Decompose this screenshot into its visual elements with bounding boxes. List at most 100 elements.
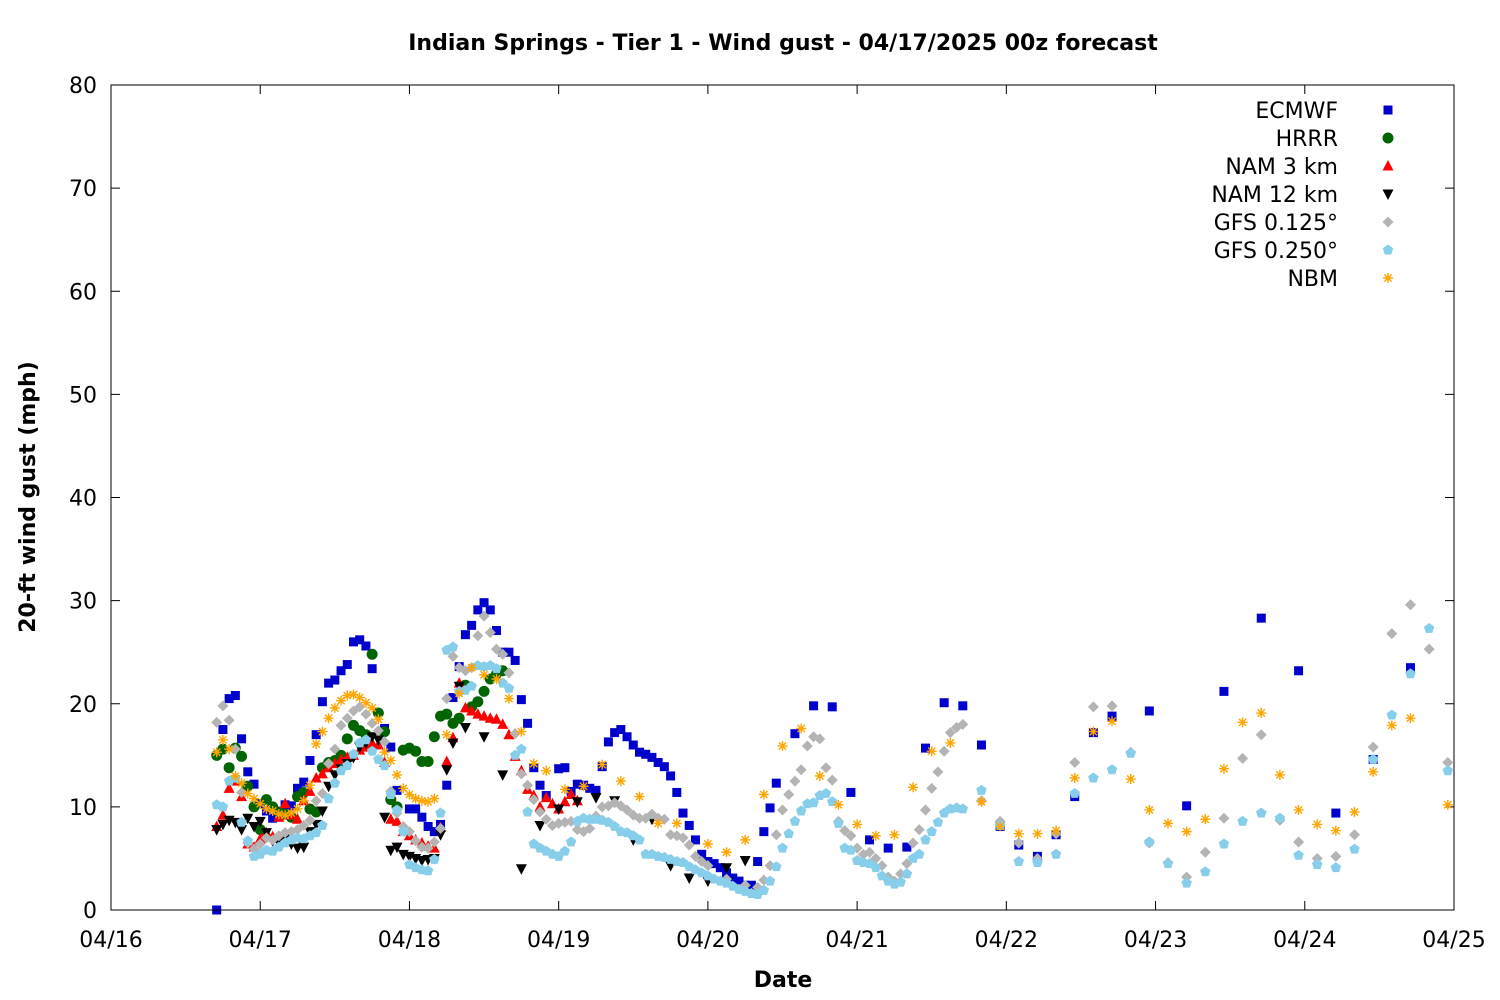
data-point (1237, 717, 1248, 728)
data-point (391, 804, 403, 815)
data-point (429, 827, 439, 837)
data-point (728, 873, 738, 883)
y-tick-label: 10 (69, 796, 97, 821)
data-point (478, 732, 490, 743)
data-point (1087, 701, 1099, 713)
data-point (316, 767, 328, 779)
data-point (522, 779, 534, 791)
data-point (267, 806, 278, 816)
data-point (1293, 804, 1304, 815)
data-point (1107, 711, 1117, 721)
data-point (615, 776, 626, 787)
data-point (335, 719, 347, 731)
y-tick-label: 0 (83, 899, 97, 924)
data-point (622, 732, 632, 742)
y-axis-label: 20-ft wind gust (mph) (16, 361, 41, 633)
data-point (336, 695, 347, 706)
data-point (1349, 843, 1360, 854)
data-point (323, 713, 334, 724)
x-tick-label: 04/22 (975, 928, 1038, 953)
legend-label: NAM 3 km (1225, 155, 1338, 180)
data-point (958, 701, 968, 711)
y-tick-label: 30 (69, 590, 97, 615)
data-point (478, 685, 490, 697)
data-point (317, 697, 327, 707)
data-point (534, 820, 546, 832)
data-point (1032, 828, 1043, 839)
data-point (447, 738, 459, 749)
data-point (342, 660, 352, 670)
data-point (503, 728, 515, 740)
data-point (479, 669, 490, 680)
data-point (360, 697, 371, 708)
data-point (485, 605, 495, 615)
data-point (218, 725, 228, 735)
data-point (1442, 765, 1454, 776)
data-point (739, 856, 751, 867)
data-point (865, 835, 875, 845)
data-point (876, 870, 888, 881)
data-point (373, 753, 384, 764)
data-point (541, 765, 552, 776)
data-point (926, 746, 937, 757)
data-point (304, 780, 315, 791)
legend-marker (1382, 160, 1394, 171)
data-point (260, 794, 272, 806)
data-point (814, 733, 826, 745)
legend-marker (1383, 105, 1393, 115)
data-point (621, 804, 633, 816)
data-point (237, 734, 247, 744)
series-2 (211, 677, 583, 853)
data-point (559, 845, 571, 856)
data-point (1181, 826, 1192, 837)
data-point (809, 701, 819, 711)
data-point (366, 745, 378, 756)
plot-border (110, 84, 1455, 911)
data-point (759, 827, 769, 837)
data-point (391, 842, 403, 854)
data-point (510, 655, 520, 665)
data-point (1405, 713, 1416, 724)
data-point (1162, 858, 1174, 869)
data-point (628, 740, 638, 750)
data-point (926, 782, 938, 794)
data-point (466, 704, 478, 716)
data-point (921, 743, 931, 753)
data-point (796, 723, 807, 734)
data-point (422, 842, 434, 854)
data-point (341, 733, 353, 745)
y-tick-label: 20 (69, 693, 97, 718)
data-point (217, 700, 229, 712)
data-point (1106, 700, 1118, 712)
data-point (336, 666, 346, 676)
series-6 (211, 662, 1453, 858)
data-point (603, 737, 613, 747)
data-point (392, 769, 403, 780)
data-point (305, 755, 315, 765)
data-point (316, 806, 328, 817)
data-point (523, 718, 533, 728)
data-point (1386, 720, 1397, 731)
legend-marker (1382, 244, 1394, 255)
data-point (243, 767, 253, 777)
data-point (379, 736, 391, 748)
data-point (410, 745, 422, 757)
data-point (1256, 613, 1266, 623)
data-point (783, 828, 794, 839)
data-point (429, 793, 440, 804)
data-point (435, 807, 446, 818)
data-point (224, 694, 234, 704)
data-point (1274, 769, 1285, 780)
data-point (1423, 643, 1435, 655)
data-point (516, 695, 526, 705)
data-point (1349, 807, 1360, 818)
data-point (497, 677, 508, 688)
data-point (223, 782, 235, 793)
data-point (584, 823, 596, 835)
data-point (684, 820, 694, 830)
data-point (248, 821, 260, 833)
data-point (1069, 787, 1080, 798)
data-point (944, 727, 956, 739)
data-point (926, 826, 937, 837)
